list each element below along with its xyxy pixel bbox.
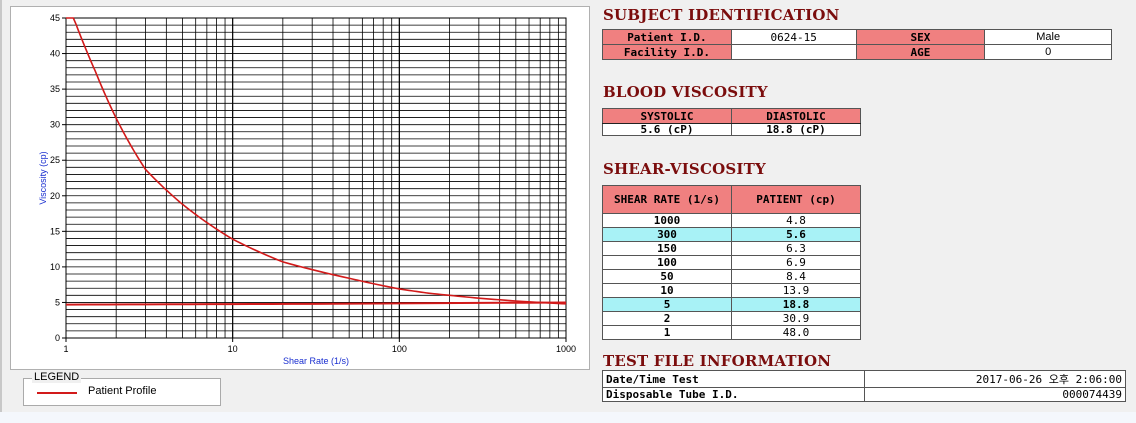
diastolic-value: 18.8 (cP)	[731, 123, 861, 136]
patient-cp-header: PATIENT (cp)	[731, 185, 861, 214]
blood-viscosity-heading: BLOOD VISCOSITY	[603, 83, 768, 101]
test-file-heading: TEST FILE INFORMATION	[603, 352, 832, 370]
sex-label: SEX	[855, 29, 986, 45]
plot-area	[66, 18, 566, 338]
shear-rate-header: SHEAR RATE (1/s)	[602, 185, 732, 214]
shear-rate-cell: 150	[602, 241, 732, 256]
subject-heading: SUBJECT IDENTIFICATION	[603, 6, 840, 24]
legend-title: LEGEND	[32, 371, 82, 383]
y-tick-label: 20	[50, 191, 60, 201]
facility-id-value	[730, 44, 857, 60]
sex-value: Male	[984, 29, 1112, 45]
viscosity-cell: 8.4	[731, 269, 861, 284]
x-tick-label: 1000	[556, 344, 576, 354]
viscosity-chart: 0 5 10 15 20 25 30 35 40 45 1 10 100 1000 Shear Rate …	[10, 6, 590, 370]
y-tick-label: 25	[50, 155, 60, 165]
test-file-table: Date/Time Test 2017-06-26 오후 2:06:00 Dis…	[602, 370, 1126, 402]
y-tick-label: 30	[50, 120, 60, 130]
shear-rate-cell: 10	[602, 283, 732, 298]
shear-rate-cell: 100	[602, 255, 732, 270]
table-row: 1 48.0	[602, 325, 861, 340]
x-tick-label: 100	[392, 344, 407, 354]
shear-viscosity-heading: SHEAR-VISCOSITY	[603, 160, 766, 178]
datetime-value: 2017-06-26 오후 2:06:00	[864, 370, 1126, 388]
chart-canvas: 0 5 10 15 20 25 30 35 40 45 1 10 100 1000 Shear Rate …	[38, 13, 576, 366]
age-value: 0	[984, 44, 1112, 60]
patient-id-label: Patient I.D.	[602, 29, 732, 45]
viscosity-cell: 30.9	[731, 311, 861, 326]
shear-rate-cell: 5	[602, 297, 732, 312]
facility-id-label: Facility I.D.	[602, 44, 732, 60]
legend: LEGEND Patient Profile	[23, 371, 221, 406]
viscosity-cell: 5.6	[731, 227, 861, 242]
shear-rate-cell: 1000	[602, 213, 732, 228]
patient-profile-line	[66, 17, 567, 305]
x-axis-label: Shear Rate (1/s)	[283, 356, 349, 366]
viscosity-cell: 6.9	[731, 255, 861, 270]
datetime-label: Date/Time Test	[602, 370, 865, 388]
shear-viscosity-table: SHEAR RATE (1/s) PATIENT (cp) 1000 4.8 30…	[602, 185, 861, 340]
subject-table: Patient I.D. 0624-15 SEX Male Facility I…	[602, 29, 1112, 60]
shear-rate-cell: 300	[602, 227, 732, 242]
table-row: 50 8.4	[602, 269, 861, 284]
diastolic-label: DIASTOLIC	[731, 108, 861, 124]
table-row: 10 13.9	[602, 283, 861, 298]
viscosity-cell: 6.3	[731, 241, 861, 256]
table-row: 100 6.9	[602, 255, 861, 270]
y-tick-label: 45	[50, 13, 60, 23]
tube-id-label: Disposable Tube I.D.	[602, 387, 865, 402]
table-row-highlight: 300 5.6	[602, 227, 861, 242]
systolic-label: SYSTOLIC	[602, 108, 732, 124]
table-row: 1000 4.8	[602, 213, 861, 228]
viscosity-cell: 4.8	[731, 213, 861, 228]
viscosity-cell: 18.8	[731, 297, 861, 312]
table-row-highlight: 5 18.8	[602, 297, 861, 312]
viscosity-cell: 13.9	[731, 283, 861, 298]
x-tick-label: 1	[63, 344, 68, 354]
grid-lines	[65, 17, 567, 339]
baseline-line	[65, 301, 567, 306]
y-axis-label: Viscosity (cp)	[38, 151, 48, 204]
y-tick-label: 40	[50, 49, 60, 59]
patient-id-value: 0624-15	[730, 29, 857, 45]
axis-ticks: 0 5 10 15 20 25 30 35 40 45 1 10 100 1000	[50, 13, 576, 354]
systolic-value: 5.6 (cP)	[602, 123, 732, 136]
plot-border	[65, 17, 567, 339]
status-strip	[0, 412, 1136, 423]
legend-line-swatch	[37, 392, 77, 394]
table-row: 2 30.9	[602, 311, 861, 326]
tube-id-value: 000074439	[864, 387, 1126, 402]
viscosity-cell: 48.0	[731, 325, 861, 340]
blood-viscosity-table: SYSTOLIC DIASTOLIC 5.6 (cP) 18.8 (cP)	[602, 108, 861, 136]
y-tick-label: 35	[50, 84, 60, 94]
y-tick-label: 0	[55, 333, 60, 343]
shear-rate-cell: 2	[602, 311, 732, 326]
y-tick-label: 5	[55, 297, 60, 307]
shear-rate-cell: 1	[602, 325, 732, 340]
legend-label: Patient Profile	[88, 385, 157, 397]
y-tick-label: 15	[50, 226, 60, 236]
shear-rate-cell: 50	[602, 269, 732, 284]
x-tick-label: 10	[228, 344, 238, 354]
y-tick-label: 10	[50, 262, 60, 272]
table-row: 150 6.3	[602, 241, 861, 256]
series-lines	[65, 17, 567, 306]
age-label: AGE	[855, 44, 986, 60]
